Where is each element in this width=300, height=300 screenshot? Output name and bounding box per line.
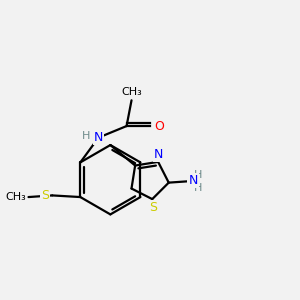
Text: CH₃: CH₃ [121, 87, 142, 97]
Text: CH₃: CH₃ [6, 192, 26, 202]
Text: H: H [194, 183, 202, 193]
Text: S: S [41, 189, 49, 202]
Text: S: S [149, 200, 157, 214]
Text: N: N [188, 175, 198, 188]
Text: N: N [154, 148, 164, 161]
Text: H: H [194, 170, 202, 180]
Text: O: O [155, 120, 164, 133]
Text: H: H [82, 131, 90, 141]
Text: N: N [94, 131, 103, 144]
